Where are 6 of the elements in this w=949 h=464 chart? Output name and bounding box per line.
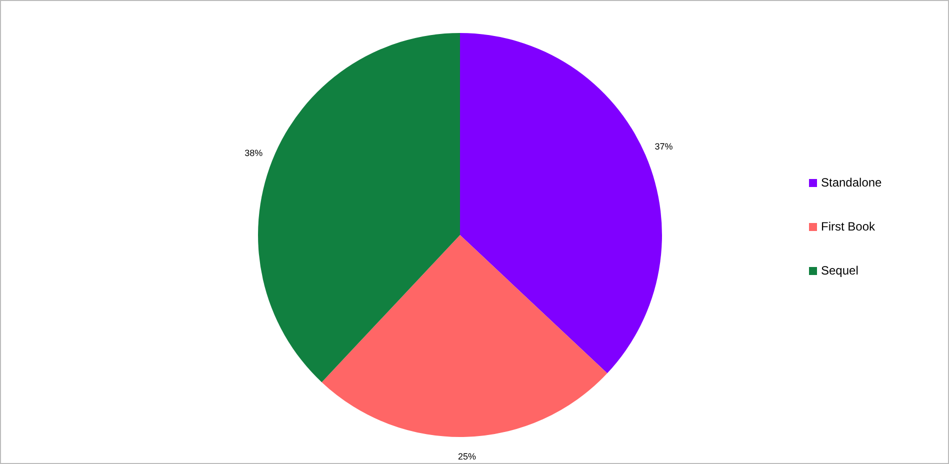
data-label: 25% [458,451,476,462]
data-label: 38% [244,148,263,158]
data-label: 37% [654,141,673,152]
legend-label: First Book [821,219,876,234]
legend-label: Sequel [821,263,858,278]
legend-label: Standalone [821,175,882,190]
